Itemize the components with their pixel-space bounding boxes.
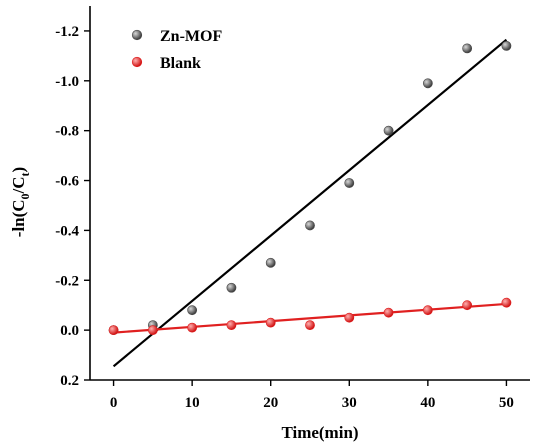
legend-marker-s1 <box>131 56 143 68</box>
y-axis-title-sub2: t <box>18 172 32 176</box>
data-point-s1 <box>226 320 237 331</box>
y-axis-title-end: ) <box>9 167 28 173</box>
data-point-s1 <box>344 312 355 323</box>
data-point-s0 <box>344 178 355 188</box>
data-point-s0 <box>501 40 512 51</box>
data-point-s1 <box>305 320 315 331</box>
y-axis-title-sub1: 0 <box>18 193 32 199</box>
ticks: 0 10 20 30 40 50 0.2 0.0 -0.2 -0.4 -0.6 -0.8 -1.0 -1.… <box>55 24 514 411</box>
data-point-s0 <box>383 125 394 136</box>
y-tick-label: 0.0 <box>60 323 79 339</box>
data-point-s1 <box>147 325 158 336</box>
data-points <box>108 40 512 336</box>
data-point-s0 <box>305 220 315 231</box>
y-axis-title: -ln(C0/Ct) <box>9 167 32 237</box>
data-point-s1 <box>108 325 119 336</box>
data-point-s0 <box>226 282 237 293</box>
fit-line-1 <box>113 302 507 334</box>
y-tick-label: -0.6 <box>55 174 79 190</box>
data-point-s1 <box>501 297 512 308</box>
legend-label-s1: Blank <box>160 55 201 72</box>
axes <box>89 6 530 381</box>
y-tick-label: 0.2 <box>60 373 79 389</box>
x-tick-label: 0 <box>110 395 118 411</box>
fit-line-0 <box>112 38 508 368</box>
data-point-s1 <box>383 307 394 318</box>
data-point-s0 <box>422 78 433 89</box>
y-tick-label: -1.0 <box>55 74 79 90</box>
x-tick-label: 40 <box>420 395 435 411</box>
y-tick-label: -1.2 <box>55 24 79 40</box>
fit-lines <box>112 38 508 368</box>
x-tick-label: 30 <box>342 395 357 411</box>
data-point-s0 <box>265 257 276 268</box>
data-point-s0 <box>462 43 473 54</box>
data-point-s1 <box>422 305 433 316</box>
x-axis-title: Time(min) <box>281 423 358 442</box>
y-tick-label: -0.8 <box>55 124 79 140</box>
y-tick-label: -0.2 <box>55 273 79 289</box>
legend: Zn-MOF Blank <box>131 28 222 72</box>
x-tick-label: 10 <box>185 395 200 411</box>
data-point-s1 <box>462 300 473 311</box>
y-tick-label: -0.4 <box>55 223 79 239</box>
legend-label-s0: Zn-MOF <box>160 28 222 45</box>
legend-marker-s0 <box>131 29 143 41</box>
data-point-s0 <box>187 305 198 316</box>
y-axis-title-mid: /C <box>9 176 28 194</box>
x-tick-label: 50 <box>499 395 514 411</box>
x-tick-label: 20 <box>263 395 278 411</box>
data-point-s1 <box>265 317 276 328</box>
y-axis-title-main: -ln(C <box>9 199 28 237</box>
data-point-s1 <box>187 322 198 333</box>
